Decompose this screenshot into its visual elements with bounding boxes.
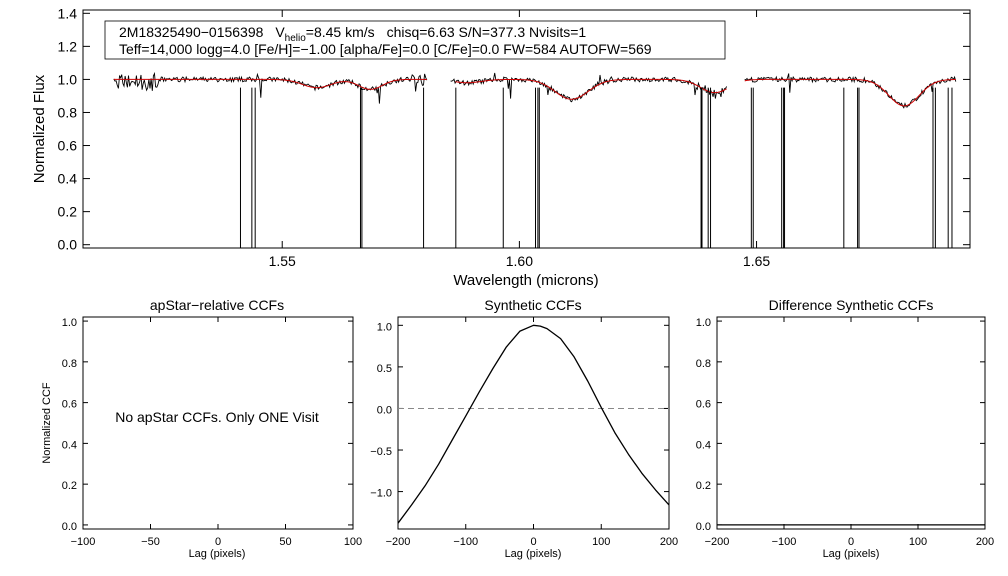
spectrum-ylabel: Normalized Flux bbox=[31, 74, 48, 183]
spectrum-ticks: 1.55 1.60 1.65 0.0 0.2 0.4 0.6 0.8 1.0 1.2 1.4 bbox=[58, 5, 970, 269]
x-tick-label: −200 bbox=[705, 536, 730, 548]
info-line-2: Teff=14,000 logg=4.0 [Fe/H]=−1.00 [alpha… bbox=[119, 41, 652, 57]
difference-ccf-panel: Difference Synthetic CCFs −200 −100 0 100 20… bbox=[696, 297, 994, 560]
x-tick-label: 0 bbox=[215, 536, 221, 548]
x-tick-label: 200 bbox=[660, 536, 678, 548]
y-tick-label: 1.0 bbox=[696, 317, 711, 329]
difference-ccf-axes-frame bbox=[716, 316, 986, 530]
x-tick-label: 100 bbox=[592, 536, 610, 548]
model-spectrum-line bbox=[744, 78, 956, 107]
apstar-ccf-xlabel: Lag (pixels) bbox=[189, 548, 246, 560]
spectrum-xlabel: Wavelength (microns) bbox=[453, 272, 598, 289]
x-tick-label: 0 bbox=[848, 536, 854, 548]
y-tick-label: 0.4 bbox=[62, 439, 77, 451]
y-tick-label: 0.4 bbox=[58, 171, 78, 187]
info-v-sub: helio bbox=[285, 33, 307, 44]
apstar-ccf-ticks: −100 −50 0 50 100 0.0 0.2 0.4 0.6 0.8 1.0 bbox=[62, 317, 362, 548]
x-tick-label: −50 bbox=[141, 536, 160, 548]
synthetic-ccf-data bbox=[397, 324, 670, 524]
info-box-frame bbox=[104, 20, 726, 60]
y-tick-label: 0.0 bbox=[62, 521, 77, 533]
y-tick-label: 0.0 bbox=[58, 237, 78, 253]
y-tick-label: 0.5 bbox=[377, 363, 392, 375]
x-tick-label: 50 bbox=[279, 536, 291, 548]
observed-spectrum-line bbox=[113, 71, 428, 104]
synthetic-ccf-panel: Synthetic CCFs −200 −100 0 100 200 −1.0 −0.5 0.… bbox=[370, 297, 678, 560]
observed-spectrum-line bbox=[450, 72, 728, 103]
x-tick-label: −100 bbox=[772, 536, 797, 548]
difference-ccf-title: Difference Synthetic CCFs bbox=[769, 297, 934, 313]
y-tick-label: 0.0 bbox=[696, 521, 711, 533]
difference-ccf-xlabel: Lag (pixels) bbox=[823, 548, 880, 560]
x-tick-label: 1.60 bbox=[506, 253, 533, 269]
y-tick-label: 0.2 bbox=[58, 204, 78, 220]
y-tick-label: 0.2 bbox=[696, 480, 711, 492]
spectrum-panel: 1.55 1.60 1.65 0.0 0.2 0.4 0.6 0.8 1.0 1.2 1.4 Wav… bbox=[31, 5, 971, 289]
spectrum-data bbox=[113, 71, 957, 248]
x-tick-label: 100 bbox=[909, 536, 927, 548]
spectrum-axes-frame bbox=[82, 9, 971, 249]
synthetic-ccf-ticks: −200 −100 0 100 200 −1.0 −0.5 0.0 0.5 1.0 bbox=[370, 317, 678, 548]
y-tick-label: 0.8 bbox=[696, 358, 711, 370]
y-tick-label: 0.8 bbox=[58, 104, 78, 120]
apstar-ccf-ylabel: Normalized CCF bbox=[41, 382, 53, 464]
y-tick-label: 0.4 bbox=[696, 439, 711, 451]
x-tick-label: −200 bbox=[386, 536, 411, 548]
x-tick-label: −100 bbox=[71, 536, 96, 548]
apstar-ccf-panel: apStar−relative CCFs −100 −50 0 50 100 0.0 0.2… bbox=[41, 297, 362, 560]
y-tick-label: 0.8 bbox=[62, 358, 77, 370]
y-tick-label: 0.6 bbox=[58, 138, 78, 154]
y-tick-label: 0.0 bbox=[377, 404, 392, 416]
y-tick-label: 0.2 bbox=[62, 480, 77, 492]
x-tick-label: 0 bbox=[530, 536, 536, 548]
y-tick-label: 1.0 bbox=[377, 321, 392, 333]
y-tick-label: 1.0 bbox=[58, 71, 78, 87]
y-tick-label: 1.4 bbox=[58, 5, 78, 21]
y-tick-label: −0.5 bbox=[370, 446, 392, 458]
info-v-value: =8.45 km/s bbox=[306, 24, 375, 40]
info-line-1: 2M18325490−0156398 Vhelio=8.45 km/s chis… bbox=[119, 24, 586, 44]
difference-ccf-ticks: −200 −100 0 100 200 0.0 0.2 0.4 0.6 0.8 1.0 bbox=[696, 317, 994, 548]
apstar-ccf-message: No apStar CCFs. Only ONE Visit bbox=[115, 409, 319, 425]
y-tick-label: 0.6 bbox=[696, 399, 711, 411]
info-star-id: 2M18325490−0156398 bbox=[119, 24, 264, 40]
model-spectrum-line bbox=[113, 78, 427, 90]
synthetic-ccf-axes-frame bbox=[397, 316, 670, 530]
x-tick-label: 100 bbox=[344, 536, 362, 548]
x-tick-label: 1.55 bbox=[269, 253, 296, 269]
y-tick-label: 1.0 bbox=[62, 317, 77, 329]
model-spectrum-line bbox=[455, 78, 727, 100]
x-tick-label: −100 bbox=[453, 536, 478, 548]
x-tick-label: 1.65 bbox=[743, 253, 770, 269]
synthetic-ccf-title: Synthetic CCFs bbox=[484, 297, 581, 313]
info-box: 2M18325490−0156398 Vhelio=8.45 km/s chis… bbox=[104, 20, 726, 60]
apstar-ccf-title: apStar−relative CCFs bbox=[150, 297, 284, 313]
synthetic-ccf-xlabel: Lag (pixels) bbox=[505, 548, 562, 560]
synthetic-ccf-line bbox=[397, 324, 670, 524]
y-tick-label: 1.2 bbox=[58, 38, 78, 54]
info-rest: chisq=6.63 S/N=377.3 Nvisits=1 bbox=[387, 24, 587, 40]
y-tick-label: 0.6 bbox=[62, 399, 77, 411]
info-v-prefix: V bbox=[275, 24, 285, 40]
x-tick-label: 200 bbox=[976, 536, 994, 548]
y-tick-label: −1.0 bbox=[370, 488, 392, 500]
